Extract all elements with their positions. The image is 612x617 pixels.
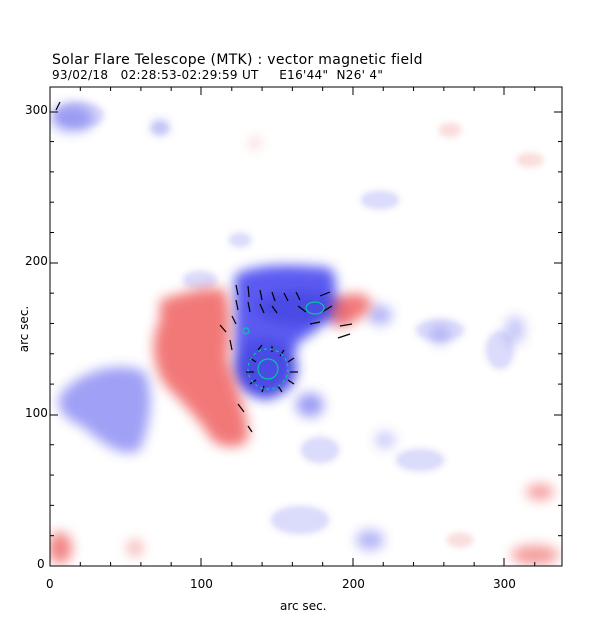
- y-axis-label: arc sec.: [17, 305, 31, 353]
- y-tick-label: 200: [25, 254, 48, 268]
- vector-field-lines: [55, 101, 353, 433]
- x-tick-label: 100: [190, 577, 213, 591]
- contour-lines: [242, 301, 325, 390]
- y-tick-label: 0: [37, 557, 45, 571]
- x-tick-label: 0: [46, 577, 54, 591]
- x-tick-label: 300: [493, 577, 516, 591]
- plot-frame: [49, 86, 563, 567]
- magnetogram-image: [50, 87, 562, 566]
- x-axis-label: arc sec.: [280, 599, 327, 613]
- y-tick-label: 300: [25, 103, 48, 117]
- y-tick-label: 100: [25, 406, 48, 420]
- plot-title: Solar Flare Telescope (MTK) : vector mag…: [52, 52, 423, 68]
- axis-ticks: [49, 87, 562, 567]
- plot-subtitle: 93/02/18 02:28:53-02:29:59 UT E16'44" N2…: [52, 68, 384, 82]
- axis-minor-ticks: [50, 87, 562, 566]
- x-tick-label: 200: [342, 577, 365, 591]
